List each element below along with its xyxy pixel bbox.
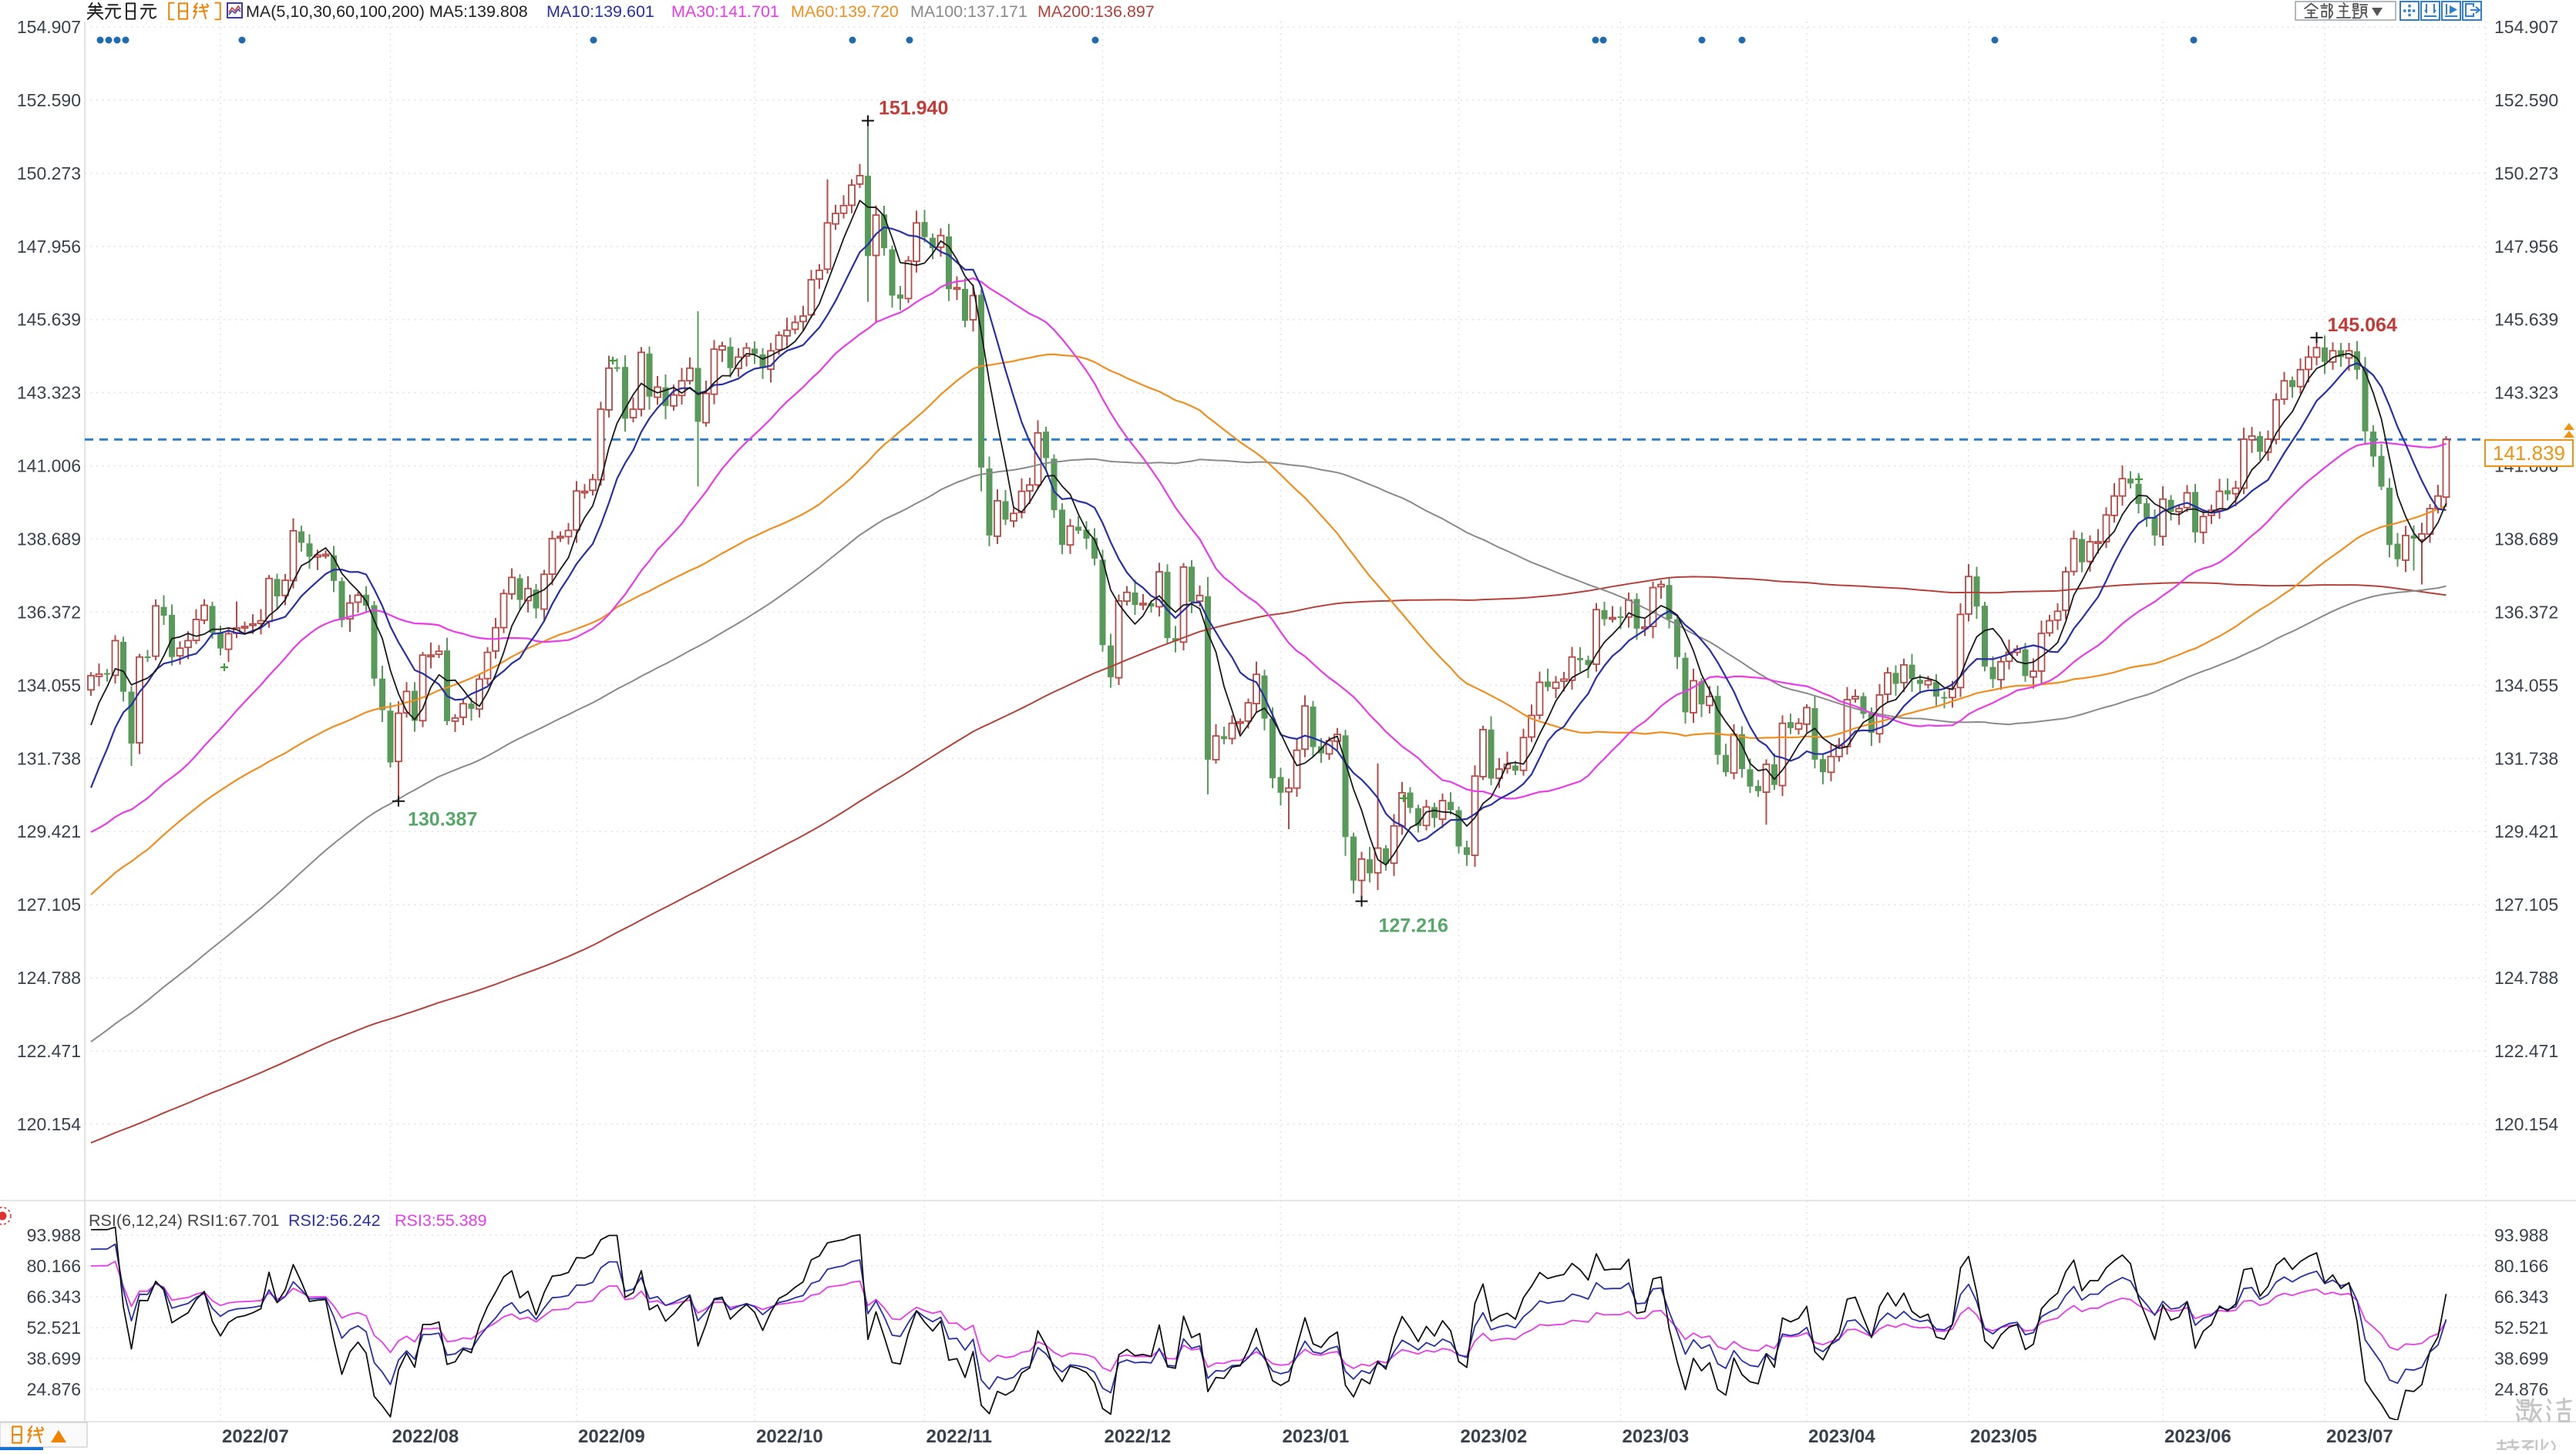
svg-text:147.956: 147.956 (2494, 237, 2558, 257)
svg-text:66.343: 66.343 (2494, 1287, 2548, 1307)
svg-text:2023/04: 2023/04 (1808, 1426, 1875, 1447)
svg-text:2023/06: 2023/06 (2164, 1426, 2231, 1447)
svg-text:143.323: 143.323 (2494, 383, 2558, 403)
svg-text:38.699: 38.699 (27, 1348, 81, 1368)
svg-text:147.956: 147.956 (17, 237, 81, 257)
svg-text:127.216: 127.216 (1379, 915, 1448, 937)
svg-text:150.273: 150.273 (2494, 163, 2558, 183)
svg-text:129.421: 129.421 (2494, 821, 2558, 841)
svg-text:124.788: 124.788 (17, 968, 81, 988)
svg-text:66.343: 66.343 (27, 1287, 81, 1307)
svg-text:141.839: 141.839 (2493, 442, 2565, 465)
svg-text:2022/07: 2022/07 (222, 1426, 289, 1447)
svg-text:93.988: 93.988 (27, 1225, 81, 1245)
svg-text:124.788: 124.788 (2494, 968, 2558, 988)
svg-text:151.940: 151.940 (879, 98, 948, 119)
svg-text:152.590: 152.590 (17, 90, 81, 110)
svg-text:143.323: 143.323 (17, 383, 81, 403)
svg-text:24.876: 24.876 (2494, 1379, 2548, 1399)
svg-text:122.471: 122.471 (2494, 1041, 2558, 1061)
svg-text:24.876: 24.876 (27, 1379, 81, 1399)
svg-text:120.154: 120.154 (2494, 1114, 2558, 1134)
svg-text:145.639: 145.639 (2494, 310, 2558, 330)
svg-text:136.372: 136.372 (2494, 602, 2558, 622)
svg-text:52.521: 52.521 (27, 1318, 81, 1338)
svg-text:130.387: 130.387 (408, 809, 477, 831)
svg-text:127.105: 127.105 (2494, 895, 2558, 915)
svg-text:MA60:139.720: MA60:139.720 (791, 2, 899, 21)
svg-text:2023/05: 2023/05 (1970, 1426, 2037, 1447)
svg-text:38.699: 38.699 (2494, 1348, 2548, 1368)
svg-text:145.064: 145.064 (2328, 314, 2397, 336)
svg-text:2022/11: 2022/11 (926, 1426, 992, 1447)
svg-text:80.166: 80.166 (2494, 1256, 2548, 1276)
svg-text:2022/08: 2022/08 (392, 1426, 459, 1447)
svg-text:RSI(6,12,24) RSI1:67.701: RSI(6,12,24) RSI1:67.701 (89, 1211, 279, 1230)
svg-text:2022/10: 2022/10 (756, 1426, 823, 1447)
svg-text:MA10:139.601: MA10:139.601 (546, 2, 654, 21)
svg-text:RSI3:55.389: RSI3:55.389 (395, 1211, 487, 1230)
svg-text:129.421: 129.421 (17, 821, 81, 841)
svg-text:2023/07: 2023/07 (2326, 1426, 2393, 1447)
svg-text:80.166: 80.166 (27, 1256, 81, 1276)
svg-text:52.521: 52.521 (2494, 1318, 2548, 1338)
svg-text:MA100:137.171: MA100:137.171 (910, 2, 1027, 21)
svg-text:150.273: 150.273 (17, 163, 81, 183)
svg-text:RSI2:56.242: RSI2:56.242 (288, 1211, 381, 1230)
svg-text:131.738: 131.738 (17, 748, 81, 768)
svg-text:134.055: 134.055 (17, 675, 81, 695)
svg-text:93.988: 93.988 (2494, 1225, 2548, 1245)
svg-text:152.590: 152.590 (2494, 90, 2558, 110)
svg-text:2022/12: 2022/12 (1105, 1426, 1172, 1447)
svg-text:131.738: 131.738 (2494, 748, 2558, 768)
svg-text:MA30:141.701: MA30:141.701 (671, 2, 779, 21)
svg-text:134.055: 134.055 (2494, 675, 2558, 695)
svg-text:138.689: 138.689 (17, 529, 81, 549)
svg-text:141.006: 141.006 (17, 456, 81, 476)
svg-text:2023/03: 2023/03 (1623, 1426, 1690, 1447)
svg-text:MA(5,10,30,60,100,200) MA5:139: MA(5,10,30,60,100,200) MA5:139.808 (246, 2, 528, 21)
svg-text:138.689: 138.689 (2494, 529, 2558, 549)
svg-text:136.372: 136.372 (17, 602, 81, 622)
svg-text:145.639: 145.639 (17, 310, 81, 330)
svg-text:2023/02: 2023/02 (1461, 1426, 1528, 1447)
svg-text:154.907: 154.907 (17, 17, 81, 37)
svg-text:154.907: 154.907 (2494, 17, 2558, 37)
svg-text:MA200:136.897: MA200:136.897 (1037, 2, 1155, 21)
svg-text:120.154: 120.154 (17, 1114, 81, 1134)
svg-text:2022/09: 2022/09 (578, 1426, 645, 1447)
svg-text:127.105: 127.105 (17, 895, 81, 915)
svg-text:122.471: 122.471 (17, 1041, 81, 1061)
svg-text:2023/01: 2023/01 (1283, 1426, 1350, 1447)
